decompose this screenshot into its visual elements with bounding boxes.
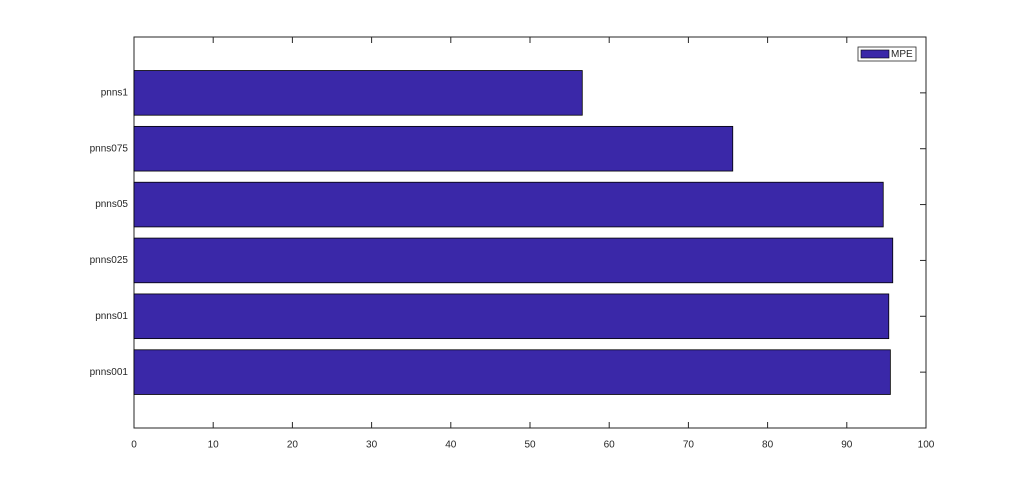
x-tick-label: 90	[841, 440, 853, 451]
x-tick-label: 60	[604, 440, 616, 451]
bar	[133, 181, 884, 228]
y-tick-label: pnns075	[90, 143, 129, 154]
bar	[133, 70, 583, 116]
x-tick-label: 20	[287, 440, 299, 451]
x-tick-label: 100	[918, 440, 935, 451]
y-tick-label: pnns01	[95, 311, 128, 322]
y-tick-label: pnns05	[95, 199, 128, 210]
legend-swatch	[860, 49, 890, 59]
x-tick-label: 70	[683, 440, 695, 451]
x-tick-label: 0	[131, 440, 137, 451]
y-tick-label: pnns1	[101, 87, 129, 98]
x-tick-label: 40	[445, 440, 457, 451]
x-tick-label: 80	[762, 440, 774, 451]
bar	[133, 293, 890, 340]
bar	[133, 237, 894, 284]
bar	[133, 349, 891, 395]
bar	[133, 125, 734, 172]
y-tick-label: pnns025	[90, 255, 129, 266]
legend-label: MPE	[891, 49, 913, 60]
x-tick-label: 50	[524, 440, 536, 451]
y-tick-label: pnns001	[90, 367, 129, 378]
x-tick-label: 30	[366, 440, 378, 451]
x-tick-label: 10	[208, 440, 220, 451]
